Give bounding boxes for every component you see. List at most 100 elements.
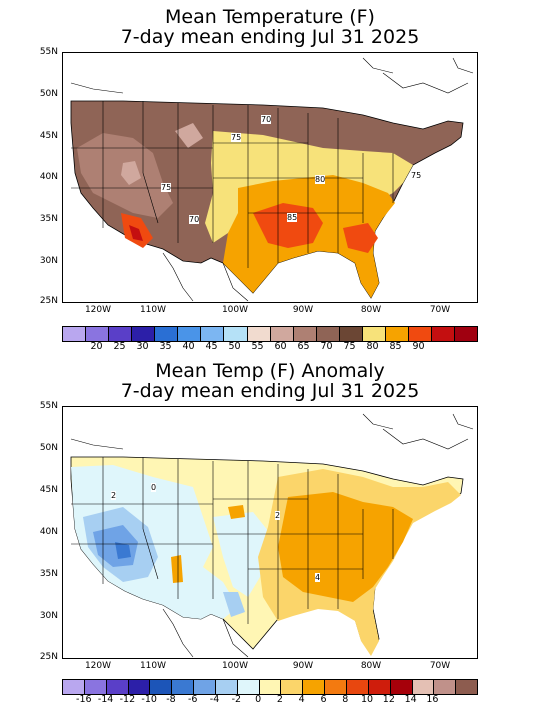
lat-label: 50N bbox=[39, 443, 58, 453]
legend-swatch bbox=[84, 680, 107, 694]
bottom-title-line2: 7-day mean ending Jul 31 2025 bbox=[120, 380, 420, 402]
legend-label: 16 bbox=[426, 694, 439, 705]
legend-label: 70 bbox=[320, 341, 333, 352]
top-title-line1: Mean Temperature (F) bbox=[165, 6, 375, 28]
contour-label: 75 bbox=[411, 171, 422, 180]
legend-label: -10 bbox=[141, 694, 157, 705]
legend-label: 0 bbox=[255, 694, 262, 705]
contour-label: 80 bbox=[315, 175, 326, 184]
anomaly-orange-spot bbox=[228, 505, 245, 519]
anomaly-neg2-zone bbox=[71, 465, 238, 619]
lat-label: 30N bbox=[39, 256, 58, 266]
lat-label: 35N bbox=[39, 214, 58, 224]
state-borders-anomaly bbox=[71, 457, 394, 624]
temperature-legend bbox=[62, 326, 478, 342]
contour-label: 85 bbox=[287, 213, 298, 222]
legend-swatch bbox=[325, 680, 347, 694]
legend-swatch bbox=[224, 327, 248, 341]
legend-label: -4 bbox=[209, 694, 220, 705]
temp-85-90-zone-2 bbox=[343, 223, 378, 253]
legend-swatch bbox=[155, 327, 179, 341]
legend-label: 20 bbox=[90, 341, 103, 352]
legend-swatch bbox=[109, 327, 133, 341]
legend-label: 90 bbox=[412, 341, 425, 352]
anomaly-legend bbox=[62, 679, 478, 695]
legend-label: 30 bbox=[136, 341, 149, 352]
contour-label: 2 bbox=[275, 511, 281, 520]
temp-90-southwest bbox=[129, 225, 143, 241]
contour-label: 2 bbox=[111, 491, 117, 500]
legend-label: 40 bbox=[182, 341, 195, 352]
lat-label: 55N bbox=[39, 47, 58, 57]
legend-swatch bbox=[106, 680, 129, 694]
legend-swatch bbox=[132, 327, 156, 341]
legend-label: 55 bbox=[251, 341, 264, 352]
legend-swatch bbox=[63, 327, 87, 341]
legend-swatch bbox=[346, 680, 369, 694]
legend-swatch bbox=[385, 327, 409, 341]
legend-label: -16 bbox=[76, 694, 92, 705]
legend-swatch bbox=[247, 327, 271, 341]
legend-swatch bbox=[281, 680, 304, 694]
legend-label: 14 bbox=[404, 694, 417, 705]
legend-label: 2 bbox=[276, 694, 283, 705]
contour-label: 4 bbox=[315, 573, 321, 582]
contour-label: 0 bbox=[151, 483, 157, 492]
lat-label: 45N bbox=[39, 485, 58, 495]
legend-label: 65 bbox=[297, 341, 310, 352]
legend-swatch bbox=[368, 680, 391, 694]
legend-label: 4 bbox=[298, 694, 305, 705]
legend-swatch bbox=[390, 680, 413, 694]
legend-swatch bbox=[339, 327, 363, 341]
legend-label: -2 bbox=[231, 694, 242, 705]
legend-swatch bbox=[194, 680, 216, 694]
top-title-line2: 7-day mean ending Jul 31 2025 bbox=[120, 26, 420, 48]
legend-label: 60 bbox=[274, 341, 287, 352]
lat-label: 55N bbox=[39, 401, 58, 411]
legend-label: 10 bbox=[361, 694, 374, 705]
legend-swatch bbox=[172, 680, 195, 694]
legend-swatch bbox=[316, 327, 340, 341]
legend-label: -12 bbox=[119, 694, 136, 705]
legend-label: 8 bbox=[342, 694, 349, 705]
lon-label: 70W bbox=[429, 661, 451, 671]
temp-85-90-zone bbox=[253, 203, 323, 248]
coastline-outlines bbox=[70, 57, 474, 302]
contour-label: 75 bbox=[231, 133, 242, 142]
legend-swatch bbox=[215, 680, 238, 694]
legend-label: -8 bbox=[166, 694, 176, 705]
legend-label: 75 bbox=[343, 341, 356, 352]
anomaly-neg4-zone-2 bbox=[223, 592, 245, 617]
coastline-outlines-anomaly bbox=[70, 413, 474, 658]
anomaly-neg8-zone bbox=[115, 542, 131, 559]
lon-label: 80W bbox=[360, 305, 382, 315]
lat-label: 40N bbox=[39, 527, 58, 537]
lon-label: 90W bbox=[292, 305, 314, 315]
lon-label: 100W bbox=[221, 305, 249, 315]
lon-label: 110W bbox=[139, 661, 167, 671]
legend-swatch bbox=[178, 327, 202, 341]
legend-swatch bbox=[303, 680, 326, 694]
legend-swatch bbox=[432, 327, 456, 341]
lat-label: 40N bbox=[39, 172, 58, 182]
legend-label: 45 bbox=[205, 341, 218, 352]
anomaly-6-8-zone bbox=[278, 492, 413, 602]
legend-swatch bbox=[434, 680, 457, 694]
legend-swatch bbox=[270, 327, 294, 341]
legend-label: 25 bbox=[113, 341, 126, 352]
legend-label: 80 bbox=[366, 341, 379, 352]
lat-label: 25N bbox=[39, 296, 58, 306]
anomaly-map: 2 0 2 4 bbox=[62, 406, 478, 659]
lon-label: 90W bbox=[292, 661, 314, 671]
lat-label: 25N bbox=[39, 652, 58, 662]
legend-label: 12 bbox=[382, 694, 395, 705]
legend-swatch bbox=[128, 680, 151, 694]
bottom-title-line1: Mean Temp (F) Anomaly bbox=[155, 360, 385, 382]
lat-label: 30N bbox=[39, 611, 58, 621]
anomaly-orange-spot-2 bbox=[171, 555, 183, 583]
legend-swatch bbox=[63, 680, 85, 694]
contour-label: 75 bbox=[161, 183, 172, 192]
state-borders bbox=[71, 101, 394, 268]
lon-label: 70W bbox=[429, 305, 451, 315]
lon-label: 120W bbox=[84, 305, 112, 315]
